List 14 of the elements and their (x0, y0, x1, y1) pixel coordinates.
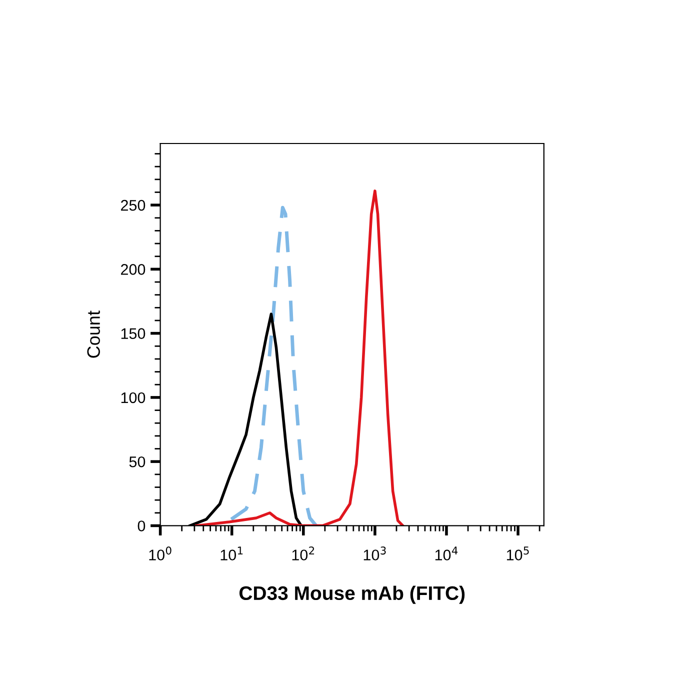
x-tick-label: 10$^{3}$ (364, 546, 386, 560)
x-tick-label: 10$^{4}$ (435, 546, 458, 560)
y-tick-label: 0 (138, 520, 146, 532)
y-tick-label: 150 (121, 328, 146, 340)
y-tick-label: 250 (121, 200, 146, 211)
x-tick-label: 10$^{5}$ (506, 546, 529, 560)
x-tick-label: 10$^{0}$ (149, 546, 172, 560)
y-tick-label: 50 (129, 456, 146, 468)
y-axis-title: Count (87, 310, 100, 358)
y-tick-label: 100 (121, 392, 146, 404)
x-tick-label: 10$^{2}$ (292, 546, 314, 560)
x-axis-title: CD33 Mouse mAb (FITC) (239, 586, 465, 604)
x-tick-label: 10$^{1}$ (220, 546, 243, 560)
y-tick-label: 200 (121, 264, 146, 275)
